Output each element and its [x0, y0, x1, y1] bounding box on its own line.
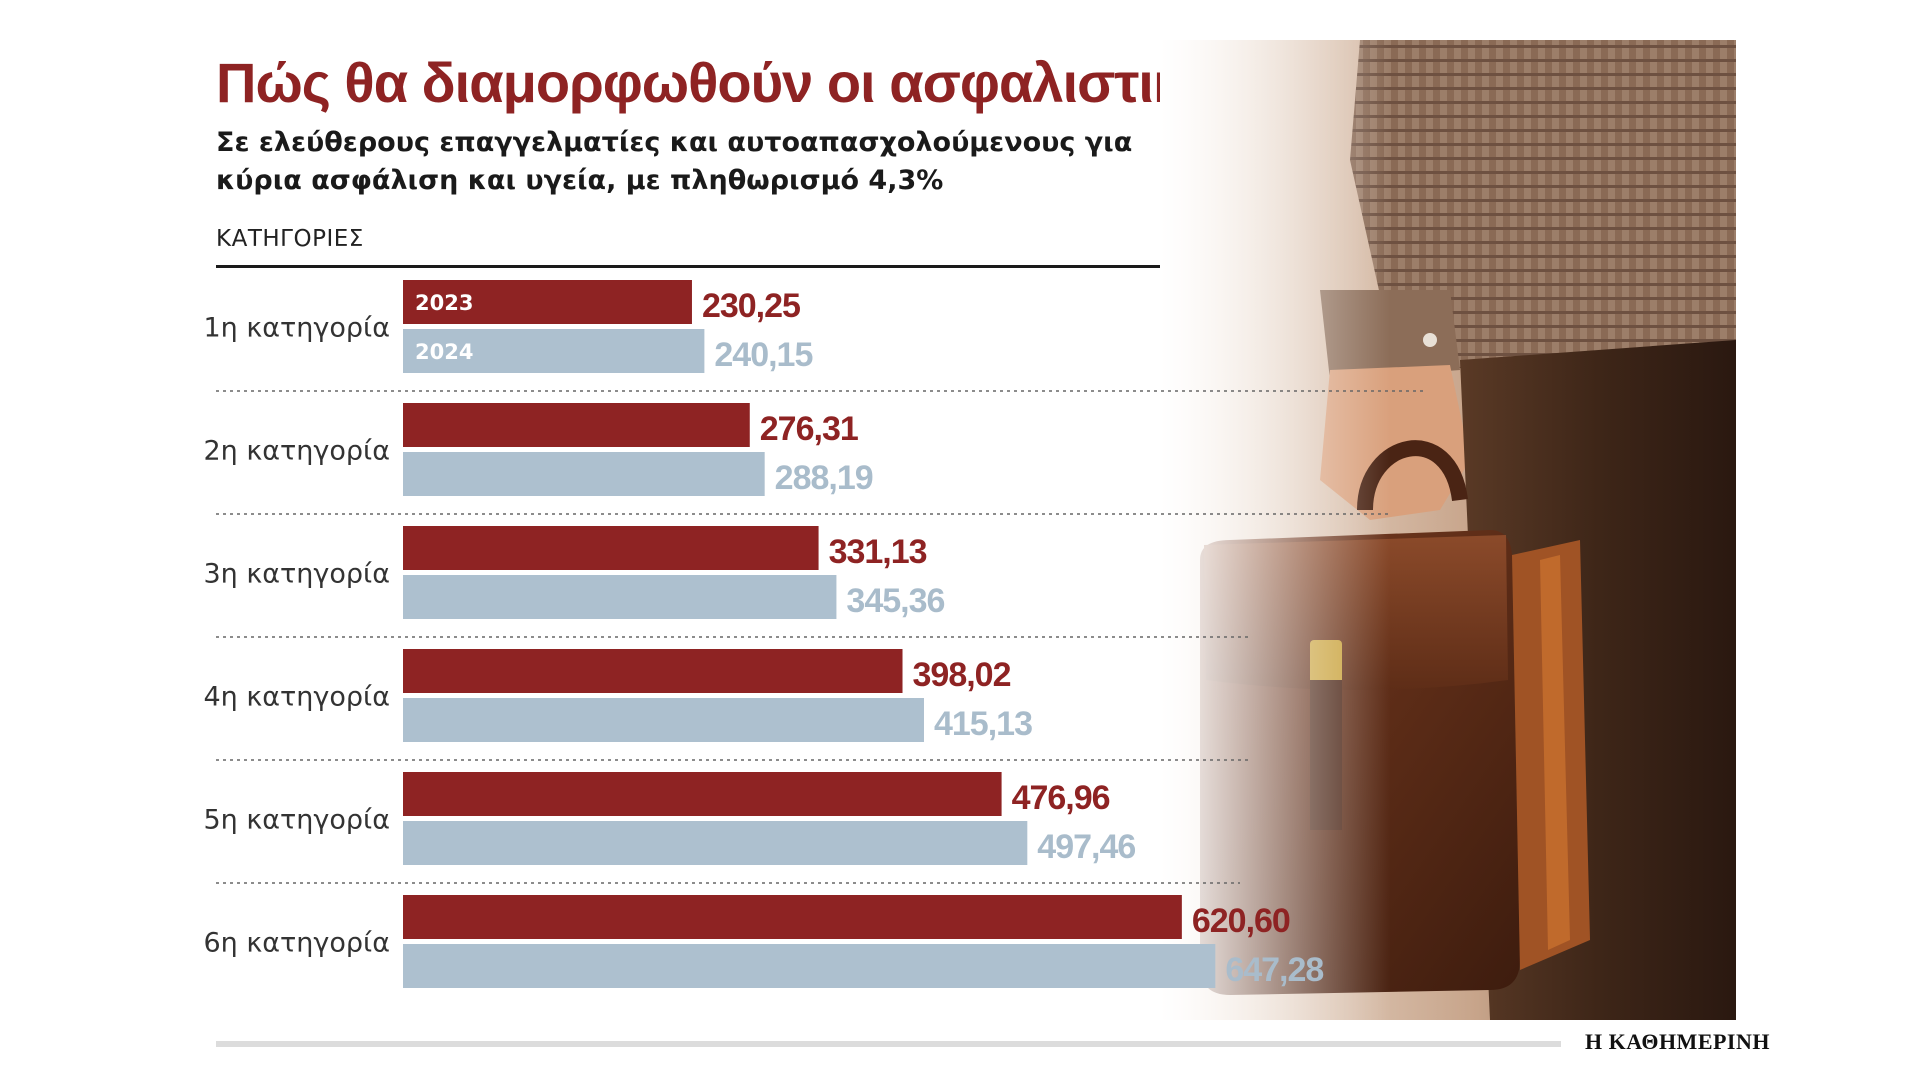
category-label: 3η κατηγορία	[203, 559, 390, 590]
bar	[403, 280, 692, 324]
footer-rule	[216, 1041, 1561, 1047]
value-label: 620,60	[1192, 902, 1290, 940]
value-label: 288,19	[775, 459, 873, 497]
chart-subtitle: Σε ελεύθερους επαγγελματίες και αυτοαπασ…	[216, 127, 1133, 196]
header-rule	[216, 265, 1460, 268]
category-label: 4η κατηγορία	[203, 682, 390, 713]
value-label: 497,46	[1037, 828, 1135, 866]
bar	[403, 698, 924, 742]
category-label: 2η κατηγορία	[203, 436, 390, 467]
bar	[403, 403, 750, 447]
bar	[403, 649, 903, 693]
value-label: 240,15	[714, 336, 812, 374]
value-label: 276,31	[760, 410, 858, 448]
category-label: 1η κατηγορία	[203, 313, 390, 344]
value-label: 415,13	[934, 705, 1032, 743]
legend-label: 2024	[415, 340, 473, 364]
briefcase-illustration	[1160, 40, 1736, 1020]
source-label: Η ΚΑΘΗΜΕΡΙΝΗ	[1585, 1029, 1770, 1054]
bar	[403, 772, 1002, 816]
value-label: 230,25	[702, 287, 800, 325]
bar	[403, 452, 765, 496]
value-label: 345,36	[846, 582, 944, 620]
bar	[403, 944, 1216, 988]
value-label: 398,02	[913, 656, 1011, 694]
bar	[403, 575, 837, 619]
category-label: 5η κατηγορία	[203, 805, 390, 836]
bar	[403, 526, 819, 570]
categories-header: ΚΑΤΗΓΟΡΙΕΣ	[216, 226, 364, 252]
bar	[403, 895, 1182, 939]
legend-label: 2023	[415, 291, 473, 315]
bar	[403, 821, 1028, 865]
value-label: 331,13	[829, 533, 927, 571]
category-label: 6η κατηγορία	[203, 928, 390, 959]
value-label: 476,96	[1012, 779, 1110, 817]
value-label: 647,28	[1225, 951, 1323, 989]
bar	[403, 329, 705, 373]
